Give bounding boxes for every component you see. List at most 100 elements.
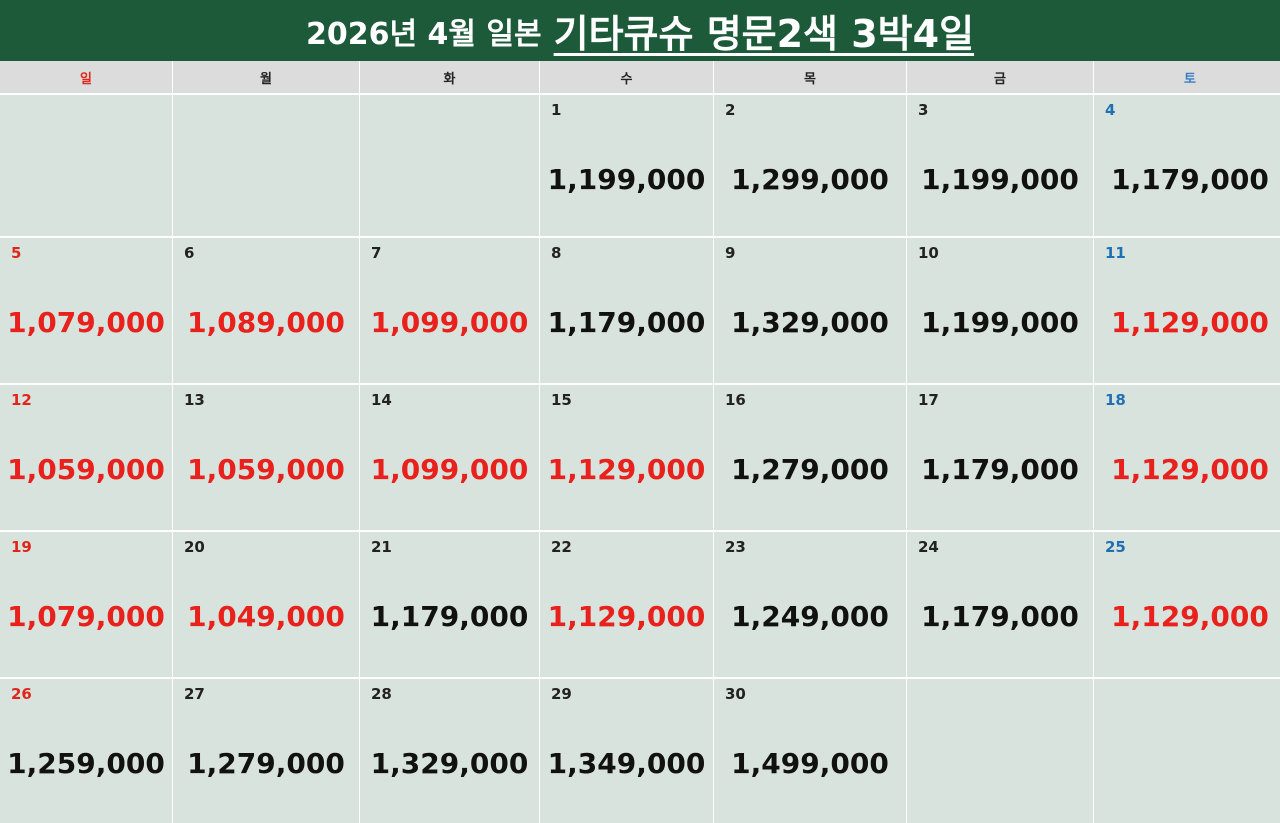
day-number: 10 xyxy=(918,244,939,262)
day-number: 7 xyxy=(371,244,382,262)
tour-price: 1,099,000 xyxy=(370,306,529,339)
tour-price: 1,179,000 xyxy=(547,306,706,339)
day-number: 2 xyxy=(725,101,736,119)
day-number: 23 xyxy=(725,538,746,556)
tour-price: 1,079,000 xyxy=(7,306,165,339)
calendar-day-cell[interactable]: 11 1,129,000 xyxy=(1094,238,1280,383)
tour-price: 1,329,000 xyxy=(731,306,889,339)
day-number: 24 xyxy=(918,538,939,556)
tour-price: 1,129,000 xyxy=(1111,600,1269,633)
calendar-day-cell[interactable]: 3 1,199,000 xyxy=(907,95,1093,236)
day-number: 26 xyxy=(11,685,32,703)
tour-price: 1,179,000 xyxy=(370,600,529,633)
tour-price: 1,129,000 xyxy=(547,453,706,486)
tour-price: 1,059,000 xyxy=(7,453,165,486)
calendar-day-cell[interactable]: 26 1,259,000 xyxy=(0,679,172,823)
calendar-day-cell[interactable]: 29 1,349,000 xyxy=(540,679,713,823)
day-number: 1 xyxy=(551,101,562,119)
calendar-day-cell[interactable] xyxy=(1094,679,1280,823)
tour-price: 1,299,000 xyxy=(731,163,889,196)
tour-price: 1,349,000 xyxy=(547,747,706,780)
weekday-header-sun: 일 xyxy=(0,61,172,93)
tour-price: 1,129,000 xyxy=(547,600,706,633)
calendar-day-cell[interactable]: 9 1,329,000 xyxy=(714,238,906,383)
page-header: 2026년 4월 일본 기타큐슈 명문2색 3박4일 xyxy=(0,0,1280,61)
calendar-day-cell[interactable] xyxy=(907,679,1093,823)
day-number: 18 xyxy=(1105,391,1126,409)
title-prefix: 2026년 4월 일본 xyxy=(305,16,542,52)
calendar-day-cell[interactable]: 28 1,329,000 xyxy=(360,679,539,823)
day-number: 20 xyxy=(184,538,205,556)
calendar-day-cell[interactable]: 10 1,199,000 xyxy=(907,238,1093,383)
day-number: 25 xyxy=(1105,538,1126,556)
calendar-day-cell[interactable]: 5 1,079,000 xyxy=(0,238,172,383)
day-number: 8 xyxy=(551,244,562,262)
calendar-day-cell[interactable]: 21 1,179,000 xyxy=(360,532,539,677)
calendar-day-cell[interactable]: 25 1,129,000 xyxy=(1094,532,1280,677)
day-number: 5 xyxy=(11,244,22,262)
calendar-day-cell[interactable]: 24 1,179,000 xyxy=(907,532,1093,677)
day-number: 14 xyxy=(371,391,392,409)
calendar-day-cell[interactable]: 30 1,499,000 xyxy=(714,679,906,823)
calendar-grid: 일 월 화 수 목 금 토 1 1,199,000 2 1,299,000 3 1,199… xyxy=(0,61,1280,823)
tour-price: 1,179,000 xyxy=(1111,163,1269,196)
tour-price: 1,129,000 xyxy=(1111,306,1269,339)
tour-price: 1,329,000 xyxy=(370,747,529,780)
day-number: 12 xyxy=(11,391,32,409)
day-number: 15 xyxy=(551,391,572,409)
calendar-day-cell[interactable]: 23 1,249,000 xyxy=(714,532,906,677)
weekday-header-sat: 토 xyxy=(1094,61,1280,93)
tour-price: 1,499,000 xyxy=(731,747,889,780)
tour-price: 1,179,000 xyxy=(921,453,1079,486)
tour-price: 1,129,000 xyxy=(1111,453,1269,486)
day-number: 3 xyxy=(918,101,929,119)
calendar-day-cell[interactable] xyxy=(173,95,359,236)
weekday-header-thu: 목 xyxy=(714,61,906,93)
calendar-day-cell[interactable]: 18 1,129,000 xyxy=(1094,385,1280,530)
day-number: 28 xyxy=(371,685,392,703)
tour-price: 1,279,000 xyxy=(187,747,345,780)
page-title: 기타큐슈 명문2색 3박4일 xyxy=(553,12,975,56)
calendar-day-cell[interactable]: 20 1,049,000 xyxy=(173,532,359,677)
day-number: 19 xyxy=(11,538,32,556)
tour-price: 1,259,000 xyxy=(7,747,165,780)
tour-price: 1,199,000 xyxy=(921,306,1079,339)
day-number: 21 xyxy=(371,538,392,556)
tour-price: 1,249,000 xyxy=(731,600,889,633)
calendar-day-cell[interactable]: 16 1,279,000 xyxy=(714,385,906,530)
calendar-day-cell[interactable]: 14 1,099,000 xyxy=(360,385,539,530)
tour-price: 1,279,000 xyxy=(731,453,889,486)
day-number: 22 xyxy=(551,538,572,556)
tour-price: 1,079,000 xyxy=(7,600,165,633)
calendar-day-cell[interactable]: 13 1,059,000 xyxy=(173,385,359,530)
calendar-day-cell[interactable] xyxy=(0,95,172,236)
calendar-day-cell[interactable]: 2 1,299,000 xyxy=(714,95,906,236)
calendar-day-cell[interactable]: 15 1,129,000 xyxy=(540,385,713,530)
tour-price: 1,089,000 xyxy=(187,306,345,339)
day-number: 16 xyxy=(725,391,746,409)
calendar-day-cell[interactable]: 4 1,179,000 xyxy=(1094,95,1280,236)
day-number: 13 xyxy=(184,391,205,409)
calendar-day-cell[interactable]: 1 1,199,000 xyxy=(540,95,713,236)
day-number: 27 xyxy=(184,685,205,703)
tour-price: 1,179,000 xyxy=(921,600,1079,633)
day-number: 4 xyxy=(1105,101,1116,119)
calendar-day-cell[interactable]: 22 1,129,000 xyxy=(540,532,713,677)
tour-price: 1,199,000 xyxy=(921,163,1079,196)
day-number: 17 xyxy=(918,391,939,409)
calendar-day-cell[interactable]: 8 1,179,000 xyxy=(540,238,713,383)
day-number: 30 xyxy=(725,685,746,703)
calendar-day-cell[interactable]: 27 1,279,000 xyxy=(173,679,359,823)
tour-price: 1,099,000 xyxy=(370,453,529,486)
day-number: 29 xyxy=(551,685,572,703)
calendar-day-cell[interactable]: 7 1,099,000 xyxy=(360,238,539,383)
weekday-header-fri: 금 xyxy=(907,61,1093,93)
calendar-day-cell[interactable]: 19 1,079,000 xyxy=(0,532,172,677)
weekday-header-mon: 월 xyxy=(173,61,359,93)
weekday-header-wed: 수 xyxy=(540,61,713,93)
calendar-day-cell[interactable]: 6 1,089,000 xyxy=(173,238,359,383)
calendar-day-cell[interactable]: 17 1,179,000 xyxy=(907,385,1093,530)
calendar-day-cell[interactable]: 12 1,059,000 xyxy=(0,385,172,530)
calendar-day-cell[interactable] xyxy=(360,95,539,236)
day-number: 11 xyxy=(1105,244,1126,262)
